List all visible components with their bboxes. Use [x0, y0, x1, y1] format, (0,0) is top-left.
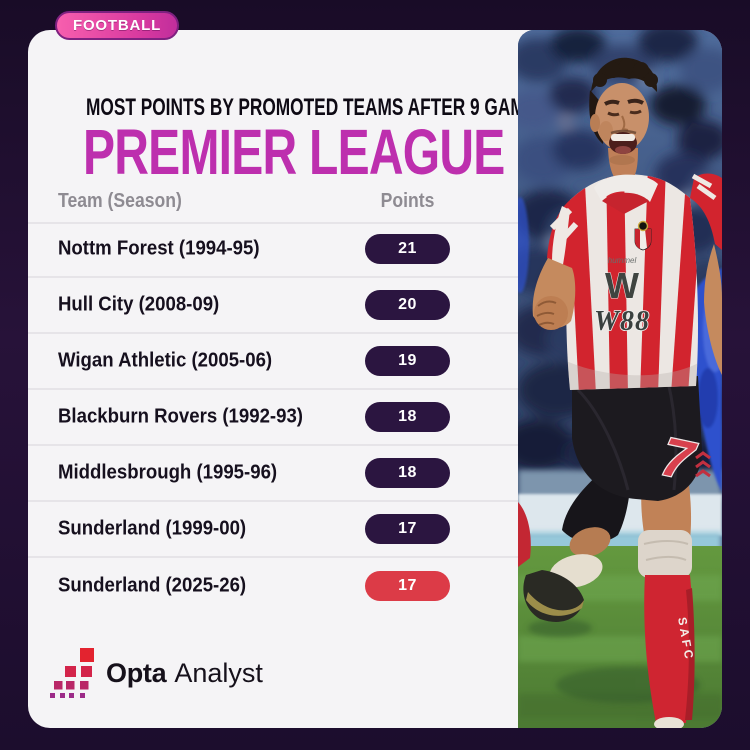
- football-category-badge[interactable]: FOOTBALL: [55, 11, 180, 40]
- player-figure: SAFC 7: [518, 57, 722, 728]
- table-row: Blackburn Rovers (1992-93) 18: [28, 390, 518, 446]
- shirt-sponsor-w: W: [605, 265, 639, 306]
- table-row: Hull City (2008-09) 20: [28, 278, 518, 334]
- page-subtitle: MOST POINTS BY PROMOTED TEAMS AFTER 9 GA…: [86, 94, 548, 121]
- points-table: Nottm Forest (1994-95) 21 Hull City (200…: [28, 222, 518, 614]
- shirt-sponsor-w88: W88: [594, 306, 650, 337]
- team-season-label: Wigan Athletic (2005-06): [58, 349, 273, 372]
- team-season-label: Sunderland (1999-00): [58, 517, 247, 540]
- table-row: Nottm Forest (1994-95) 21: [28, 222, 518, 278]
- points-badge: 21: [365, 234, 450, 264]
- points-badge: 20: [365, 290, 450, 320]
- team-season-label: Middlesbrough (1995-96): [58, 461, 278, 484]
- points-badge: 17: [365, 514, 450, 544]
- col-points-header: Points: [380, 190, 435, 212]
- table-header-row: Team (Season) Points: [28, 188, 518, 224]
- brand-name-light: Analyst: [174, 657, 263, 688]
- points-badge: 18: [365, 458, 450, 488]
- points-badge: 17: [365, 571, 450, 601]
- team-season-label: Nottm Forest (1994-95): [58, 237, 260, 260]
- points-badge: 19: [365, 346, 450, 376]
- club-crest: [634, 220, 652, 251]
- page-title: PREMIER LEAGUE: [83, 116, 505, 188]
- opta-logo-icon: [50, 648, 94, 698]
- team-season-label: Blackburn Rovers (1992-93): [58, 405, 304, 428]
- shirt-brand-text: hummel: [608, 256, 637, 265]
- brand-name-bold: Opta: [106, 657, 167, 688]
- team-season-label: Sunderland (2025-26): [58, 574, 247, 597]
- table-row: Middlesbrough (1995-96) 18: [28, 446, 518, 502]
- team-season-label: Hull City (2008-09): [58, 293, 220, 316]
- player-photo: SAFC 7: [518, 30, 722, 728]
- opta-analyst-logo: Opta Analyst: [50, 648, 263, 698]
- col-team-header: Team (Season): [58, 190, 182, 212]
- table-row: Sunderland (1999-00) 17: [28, 502, 518, 558]
- table-row: Wigan Athletic (2005-06) 19: [28, 334, 518, 390]
- table-row: Sunderland (2025-26) 17: [28, 558, 518, 614]
- football-badge-label: FOOTBALL: [73, 17, 162, 34]
- points-badge: 18: [365, 402, 450, 432]
